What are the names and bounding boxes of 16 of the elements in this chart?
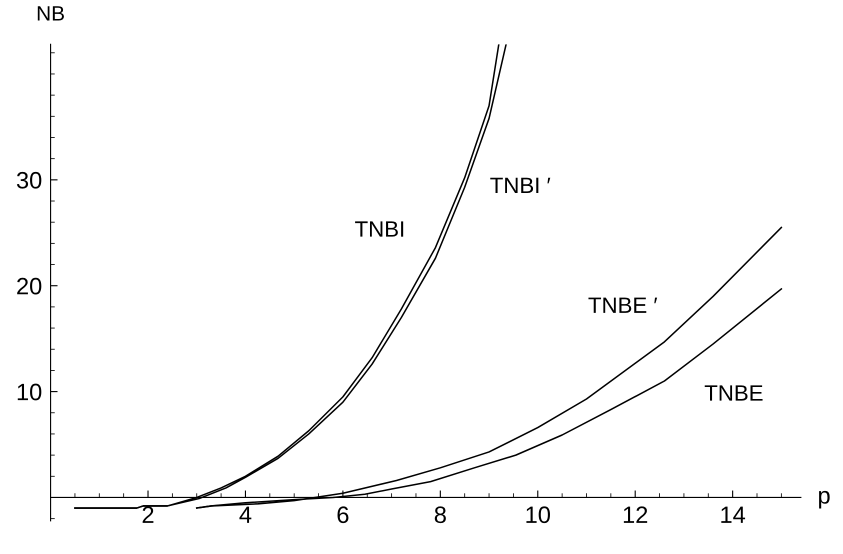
x-tick-label: 14 [721,506,746,523]
series-label: TNBI ′ [490,178,550,193]
x-axis-title: p [819,490,830,508]
series-label: TNBE ′ [588,298,658,313]
y-tick-label: 30 [16,172,42,189]
y-tick-label: 20 [17,278,42,295]
series-label: TNBI [355,221,404,237]
x-tick-label: 8 [434,506,446,524]
x-tick-label: 10 [526,506,550,524]
y-axis-title: NB [38,6,64,21]
x-tick-label: 2 [142,506,154,523]
x-tick-label: 4 [239,506,252,523]
x-tick-label: 6 [338,506,348,524]
y-tick-label: 10 [18,384,42,400]
x-tick-label: 12 [624,506,648,523]
series-label: TNBE [704,385,763,401]
